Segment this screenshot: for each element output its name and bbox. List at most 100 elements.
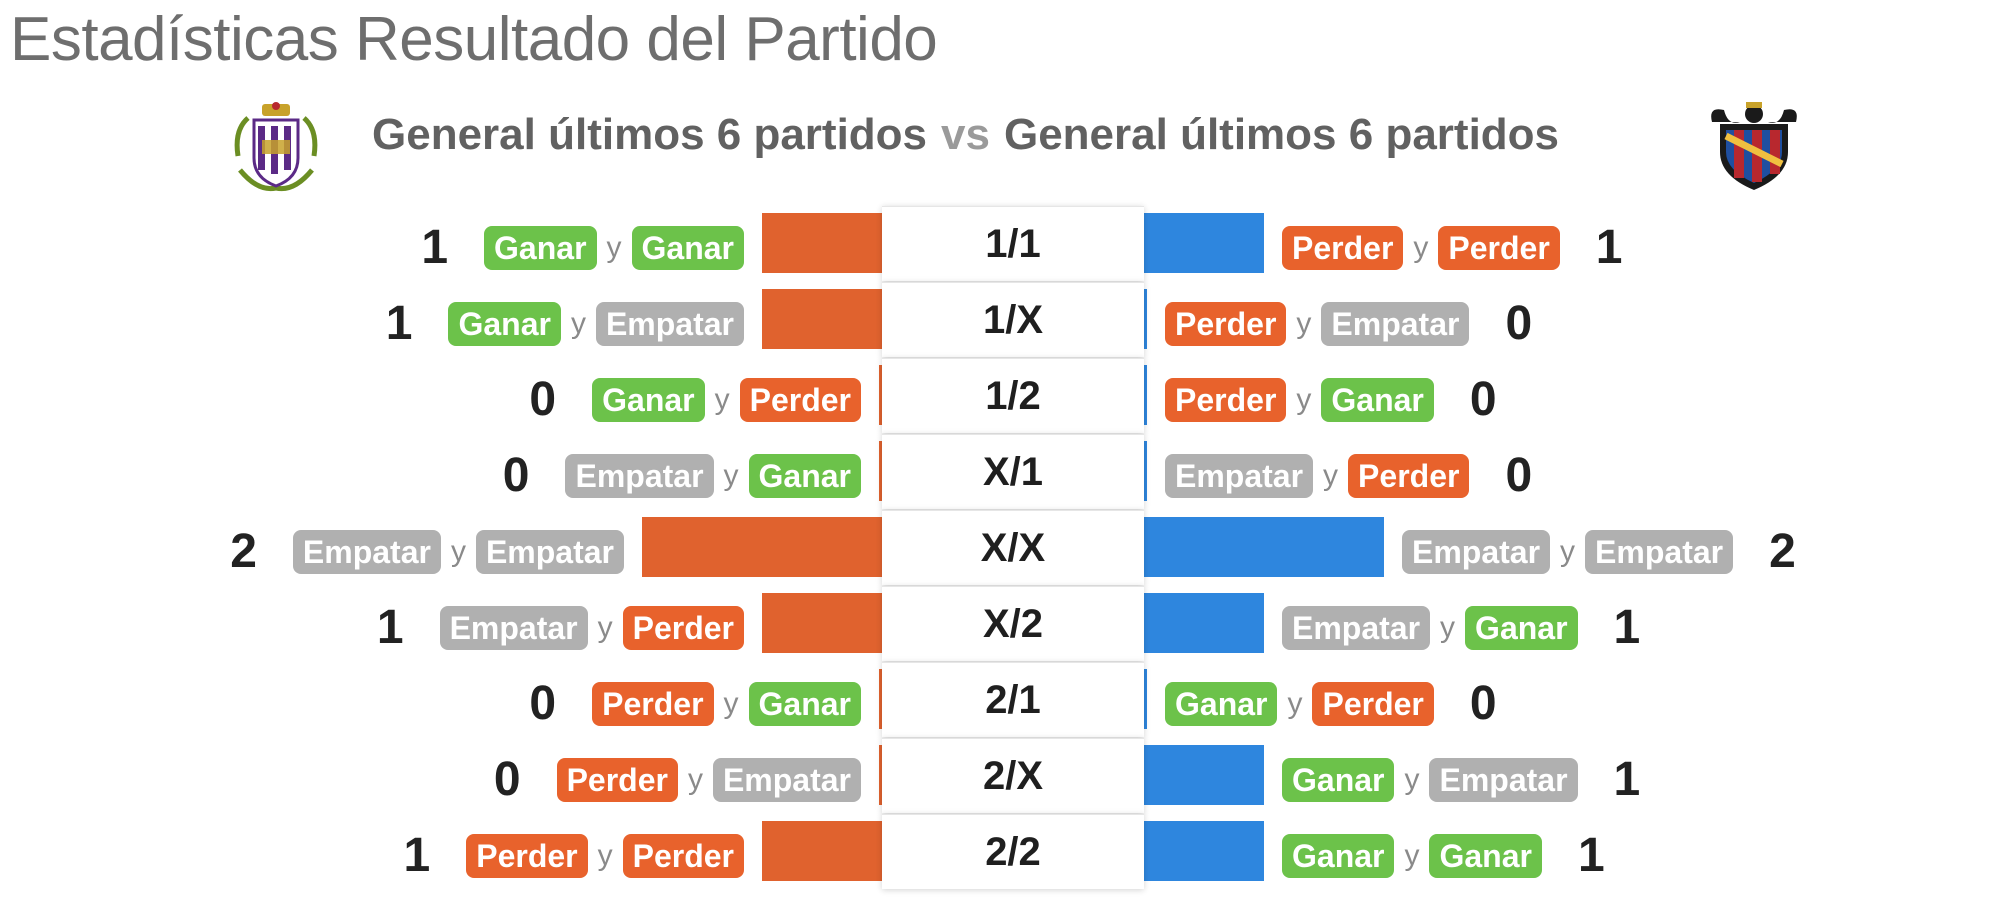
left-count-label: 0 — [529, 373, 557, 426]
connector-label: y — [723, 686, 739, 720]
right-bar — [1144, 669, 1147, 729]
right-label-group: Ganar y Perder 0 — [1165, 676, 1497, 731]
chart-row-1-1: 1 Ganar y Ganar Perder y Perder 1 1/1 — [0, 204, 2012, 281]
left-count-label: 1 — [403, 829, 431, 882]
connector-label: y — [1296, 306, 1312, 340]
chart-row-1-2: 0 Ganar y Perder Perder y Ganar 0 1/2 — [0, 356, 2012, 433]
left-label-group: 1 Empatar y Perder — [377, 600, 744, 655]
category-label: 1/2 — [882, 358, 1144, 433]
fulltime-result-badge: Ganar — [1429, 833, 1542, 878]
left-count-label: 2 — [230, 525, 257, 578]
connector-label: y — [1287, 686, 1303, 720]
right-bar — [1144, 289, 1147, 349]
team-crest-left-icon — [234, 102, 318, 192]
connector-label: y — [714, 382, 730, 416]
connector-label: y — [1404, 762, 1420, 796]
connector-label: y — [1440, 610, 1456, 644]
connector-label: y — [1560, 534, 1576, 568]
connector-label: y — [570, 306, 586, 340]
right-bar — [1144, 821, 1264, 881]
left-count-label: 0 — [529, 677, 557, 730]
right-count-label: 2 — [1769, 525, 1796, 578]
left-count-label: 1 — [421, 221, 449, 274]
halftime-result-badge: Empatar — [1402, 529, 1551, 574]
fulltime-result-badge: Empatar — [1585, 529, 1734, 574]
right-label-group: Empatar y Perder 0 — [1165, 448, 1532, 503]
fulltime-result-badge: Ganar — [1465, 605, 1578, 650]
left-bar — [762, 213, 882, 273]
left-bar — [879, 669, 882, 729]
left-label-group: 0 Ganar y Perder — [529, 372, 861, 427]
right-count-label: 1 — [1577, 829, 1605, 882]
halftime-result-badge: Ganar — [448, 301, 561, 346]
fulltime-result-badge: Perder — [622, 605, 744, 650]
fulltime-result-badge: Empatar — [475, 529, 624, 574]
connector-label: y — [597, 610, 613, 644]
left-label-group: 0 Empatar y Ganar — [503, 448, 861, 503]
right-count-label: 0 — [1505, 449, 1533, 502]
category-label: 1/1 — [882, 206, 1144, 281]
left-count-label: 1 — [376, 601, 404, 654]
fulltime-result-badge: Perder — [1438, 225, 1560, 270]
fulltime-result-badge: Perder — [1312, 681, 1434, 726]
left-count-label: 0 — [502, 449, 530, 502]
chart-row-x-1: 0 Empatar y Ganar Empatar y Perder 0 X/1 — [0, 432, 2012, 509]
left-label-group: 0 Perder y Ganar — [529, 676, 861, 731]
right-count-label: 1 — [1613, 753, 1641, 806]
right-count-label: 0 — [1469, 677, 1497, 730]
header-subtitle: General últimos 6 partidos vs General últi… — [372, 110, 1559, 160]
left-count-label: 1 — [385, 297, 413, 350]
fulltime-result-badge: Ganar — [748, 453, 861, 498]
connector-label: y — [606, 230, 622, 264]
connector-label: y — [1323, 458, 1339, 492]
fulltime-result-badge: Ganar — [1321, 377, 1434, 422]
halftime-result-badge: Empatar — [1282, 605, 1431, 650]
fulltime-result-badge: Empatar — [1429, 757, 1578, 802]
connector-label: y — [597, 838, 613, 872]
chart-row-2-2: 1 Perder y Perder Ganar y Ganar 1 2/2 — [0, 812, 2012, 889]
category-label: 1/X — [882, 282, 1144, 357]
left-bar — [642, 517, 882, 577]
right-count-label: 0 — [1505, 297, 1533, 350]
fulltime-result-badge: Perder — [1348, 453, 1470, 498]
category-label: X/X — [882, 510, 1144, 585]
halftime-result-badge: Perder — [556, 757, 678, 802]
right-bar — [1144, 593, 1264, 653]
fulltime-result-badge: Empatar — [595, 301, 744, 346]
chart-row-x-x: 2 Empatar y Empatar Empatar y Empatar 2 X/X — [0, 508, 2012, 585]
category-label: 2/2 — [882, 814, 1144, 889]
comparison-header: General últimos 6 partidos vs General últi… — [0, 100, 2012, 192]
chart-row-1-x: 1 Ganar y Empatar Perder y Empatar 0 1/X — [0, 280, 2012, 357]
halftime-result-badge: Ganar — [592, 377, 705, 422]
left-bar — [762, 289, 882, 349]
vs-label: vs — [941, 110, 990, 159]
connector-label: y — [1404, 838, 1420, 872]
halftime-result-badge: Empatar — [439, 605, 588, 650]
halftime-result-badge: Ganar — [484, 225, 597, 270]
halftime-result-badge: Perder — [1165, 377, 1287, 422]
connector-label: y — [687, 762, 703, 796]
left-count-label: 0 — [493, 753, 521, 806]
halftime-result-badge: Ganar — [1282, 757, 1395, 802]
fulltime-result-badge: Perder — [739, 377, 861, 422]
team-crest-right-icon — [1711, 102, 1797, 190]
halftime-result-badge: Perder — [1165, 301, 1287, 346]
right-label-group: Ganar y Ganar 1 — [1282, 828, 1605, 883]
right-bar — [1144, 365, 1147, 425]
category-label: X/1 — [882, 434, 1144, 509]
fulltime-result-badge: Empatar — [712, 757, 861, 802]
right-count-label: 1 — [1613, 601, 1641, 654]
right-label-group: Empatar y Ganar 1 — [1282, 600, 1640, 655]
connector-label: y — [1296, 382, 1312, 416]
right-label-group: Perder y Ganar 0 — [1165, 372, 1497, 427]
page-title: Estadísticas Resultado del Partido — [10, 5, 938, 74]
left-label-group: 1 Perder y Perder — [404, 828, 744, 883]
fulltime-result-badge: Ganar — [631, 225, 744, 270]
connector-label: y — [723, 458, 739, 492]
left-label-group: 0 Perder y Empatar — [494, 752, 861, 807]
halftime-result-badge: Empatar — [1165, 453, 1314, 498]
right-count-label: 0 — [1469, 373, 1497, 426]
chart-row-2-1: 0 Perder y Ganar Ganar y Perder 0 2/1 — [0, 660, 2012, 737]
right-bar — [1144, 213, 1264, 273]
halftime-result-badge: Empatar — [565, 453, 714, 498]
